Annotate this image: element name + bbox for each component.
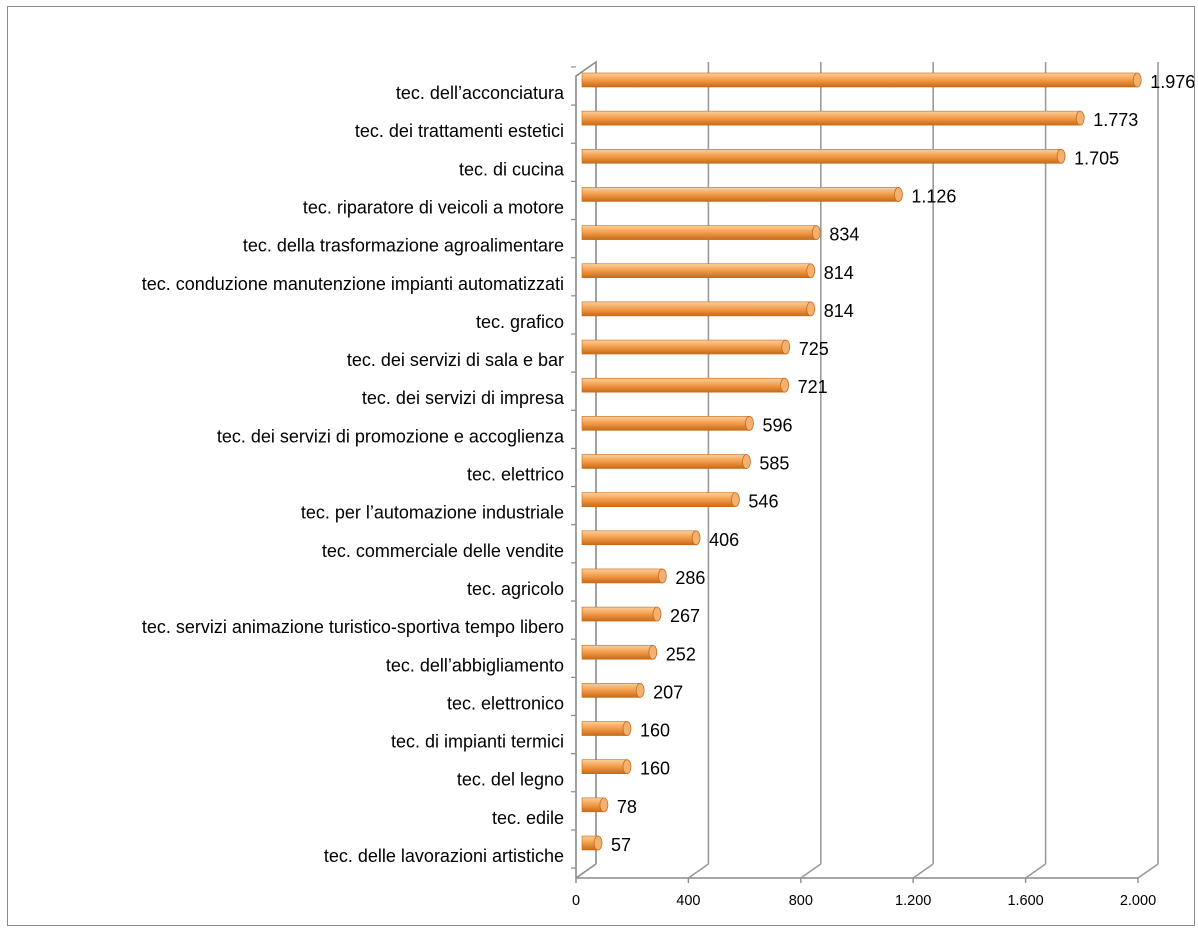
bar-cap (1132, 72, 1142, 88)
bar (581, 72, 1138, 88)
bar-cap (593, 835, 603, 851)
category-label: tec. riparatore di veicoli a motore (303, 197, 564, 217)
category-label: tec. elettrico (467, 465, 564, 485)
bar-cap (652, 606, 662, 622)
bar-value-label: 585 (759, 454, 789, 474)
category-label: tec. edile (492, 808, 564, 828)
bar (581, 301, 812, 317)
chart-frame: 0 400 800 1.200 1.600 2.000 1.976 tec. dell’acc… (7, 6, 1195, 926)
bar (581, 187, 899, 202)
bar (581, 644, 654, 660)
floor-gridline (912, 863, 934, 879)
category-label: tec. della trasformazione agroalimentare (243, 236, 564, 256)
category-label: tec. del legno (457, 770, 564, 790)
category-label: tec. dell’acconciatura (396, 83, 565, 103)
bar-cap (657, 568, 667, 584)
bar (581, 416, 750, 431)
bar-value-label: 207 (653, 682, 683, 702)
bar-cap (691, 530, 701, 546)
bar (581, 377, 785, 393)
bar-cap (622, 721, 632, 736)
bar-value-label: 1.976 (1150, 72, 1195, 92)
category-label: tec. per l’automazione industriale (301, 503, 564, 523)
category-label: tec. conduzione manutenzione impianti au… (142, 274, 564, 294)
bar (581, 492, 736, 507)
bars-layer (581, 72, 1142, 851)
category-label: tec. delle lavorazioni artistiche (324, 846, 564, 866)
bar-value-label: 57 (611, 835, 631, 855)
bar (581, 568, 663, 584)
bar-cap (894, 187, 903, 202)
category-label: tec. dei servizi di promozione e accogli… (217, 426, 565, 446)
category-label: tec. dell’abbigliamento (386, 655, 564, 675)
floor-edge (575, 863, 597, 879)
floor-gridline (1137, 863, 1159, 879)
x-tick-label: 1.200 (895, 893, 931, 909)
bar (581, 606, 658, 622)
bar-chart: 0 400 800 1.200 1.600 2.000 1.976 tec. dell’acc… (142, 60, 1195, 909)
bar-cap (622, 759, 632, 775)
bar-value-label: 834 (829, 225, 859, 245)
category-label: tec. commerciale delle vendite (322, 541, 564, 561)
bar-value-label: 721 (798, 377, 828, 397)
bar-value-label: 286 (675, 568, 705, 588)
bar-cap (599, 797, 609, 813)
bar-cap (1056, 148, 1066, 164)
bar-value-label: 160 (640, 721, 670, 741)
x-tick-label: 400 (676, 893, 700, 909)
bar (581, 454, 747, 469)
bar-cap (635, 683, 645, 698)
bar-value-label: 725 (799, 339, 829, 359)
bar-value-label: 406 (709, 530, 739, 550)
bar-value-label: 546 (748, 492, 778, 512)
bar-cap (781, 339, 791, 355)
category-label: tec. elettronico (447, 693, 564, 713)
bar-value-label: 1.126 (911, 186, 956, 206)
bar-cap (811, 225, 821, 241)
category-label: tec. agricolo (467, 579, 564, 599)
bar-cap (806, 301, 816, 317)
bar-value-label: 78 (617, 797, 637, 817)
x-tick-label: 800 (789, 893, 813, 909)
category-label: tec. dei servizi di impresa (362, 388, 565, 408)
bar (581, 149, 1062, 164)
bar-cap (648, 644, 658, 660)
bar-value-label: 267 (670, 606, 700, 626)
bar (581, 110, 1081, 126)
bar-value-label: 814 (824, 301, 854, 321)
bar-value-label: 160 (640, 759, 670, 779)
floor-gridline (800, 863, 822, 879)
bar-cap (780, 377, 790, 393)
bar (581, 759, 628, 775)
bar-value-label: 252 (666, 644, 696, 664)
bar (581, 225, 817, 240)
bar-cap (741, 454, 751, 469)
bar-value-label: 814 (824, 263, 854, 283)
bar (581, 683, 641, 698)
x-tick-label: 0 (572, 893, 580, 909)
category-label: tec. dei servizi di sala e bar (347, 350, 564, 370)
category-label: tec. di impianti termici (391, 732, 564, 752)
bar-cap (731, 492, 740, 508)
floor-gridline (687, 863, 709, 879)
left-wall (575, 60, 597, 878)
x-tick-label: 2.000 (1120, 893, 1156, 909)
labels-layer: 0 400 800 1.200 1.600 2.000 1.976 tec. dell’acc… (142, 72, 1195, 909)
category-label: tec. grafico (476, 312, 564, 332)
x-tick-label: 1.600 (1007, 893, 1043, 909)
category-label: tec. servizi animazione turistico-sporti… (142, 617, 564, 637)
category-label: tec. di cucina (459, 159, 565, 179)
category-label: tec. dei trattamenti estetici (355, 121, 564, 141)
floor-gridline (1025, 863, 1047, 879)
bar (581, 721, 628, 736)
bar-cap (1075, 110, 1085, 126)
bar (581, 263, 812, 279)
bar (581, 339, 787, 355)
bar-cap (745, 415, 754, 431)
bar-value-label: 1.705 (1074, 148, 1119, 168)
bar-value-label: 596 (762, 415, 792, 435)
bar-value-label: 1.773 (1093, 110, 1138, 130)
bar (581, 530, 697, 546)
bar-cap (806, 263, 816, 279)
